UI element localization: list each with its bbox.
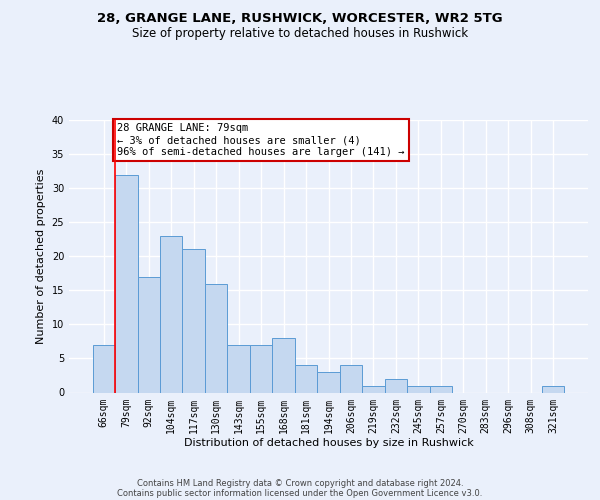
- Bar: [205, 284, 227, 393]
- Bar: [160, 236, 182, 392]
- Bar: [272, 338, 295, 392]
- Bar: [317, 372, 340, 392]
- Text: 28, GRANGE LANE, RUSHWICK, WORCESTER, WR2 5TG: 28, GRANGE LANE, RUSHWICK, WORCESTER, WR…: [97, 12, 503, 26]
- Bar: [92, 345, 115, 393]
- Text: Contains public sector information licensed under the Open Government Licence v3: Contains public sector information licen…: [118, 488, 482, 498]
- Bar: [362, 386, 385, 392]
- Bar: [430, 386, 452, 392]
- Text: Size of property relative to detached houses in Rushwick: Size of property relative to detached ho…: [132, 28, 468, 40]
- Bar: [340, 365, 362, 392]
- X-axis label: Distribution of detached houses by size in Rushwick: Distribution of detached houses by size …: [184, 438, 473, 448]
- Text: 28 GRANGE LANE: 79sqm
← 3% of detached houses are smaller (4)
96% of semi-detach: 28 GRANGE LANE: 79sqm ← 3% of detached h…: [118, 124, 405, 156]
- Bar: [407, 386, 430, 392]
- Bar: [137, 276, 160, 392]
- Bar: [295, 365, 317, 392]
- Bar: [182, 250, 205, 392]
- Bar: [542, 386, 565, 392]
- Bar: [250, 345, 272, 393]
- Bar: [227, 345, 250, 393]
- Bar: [385, 379, 407, 392]
- Bar: [115, 174, 137, 392]
- Y-axis label: Number of detached properties: Number of detached properties: [36, 168, 46, 344]
- Text: Contains HM Land Registry data © Crown copyright and database right 2024.: Contains HM Land Registry data © Crown c…: [137, 478, 463, 488]
